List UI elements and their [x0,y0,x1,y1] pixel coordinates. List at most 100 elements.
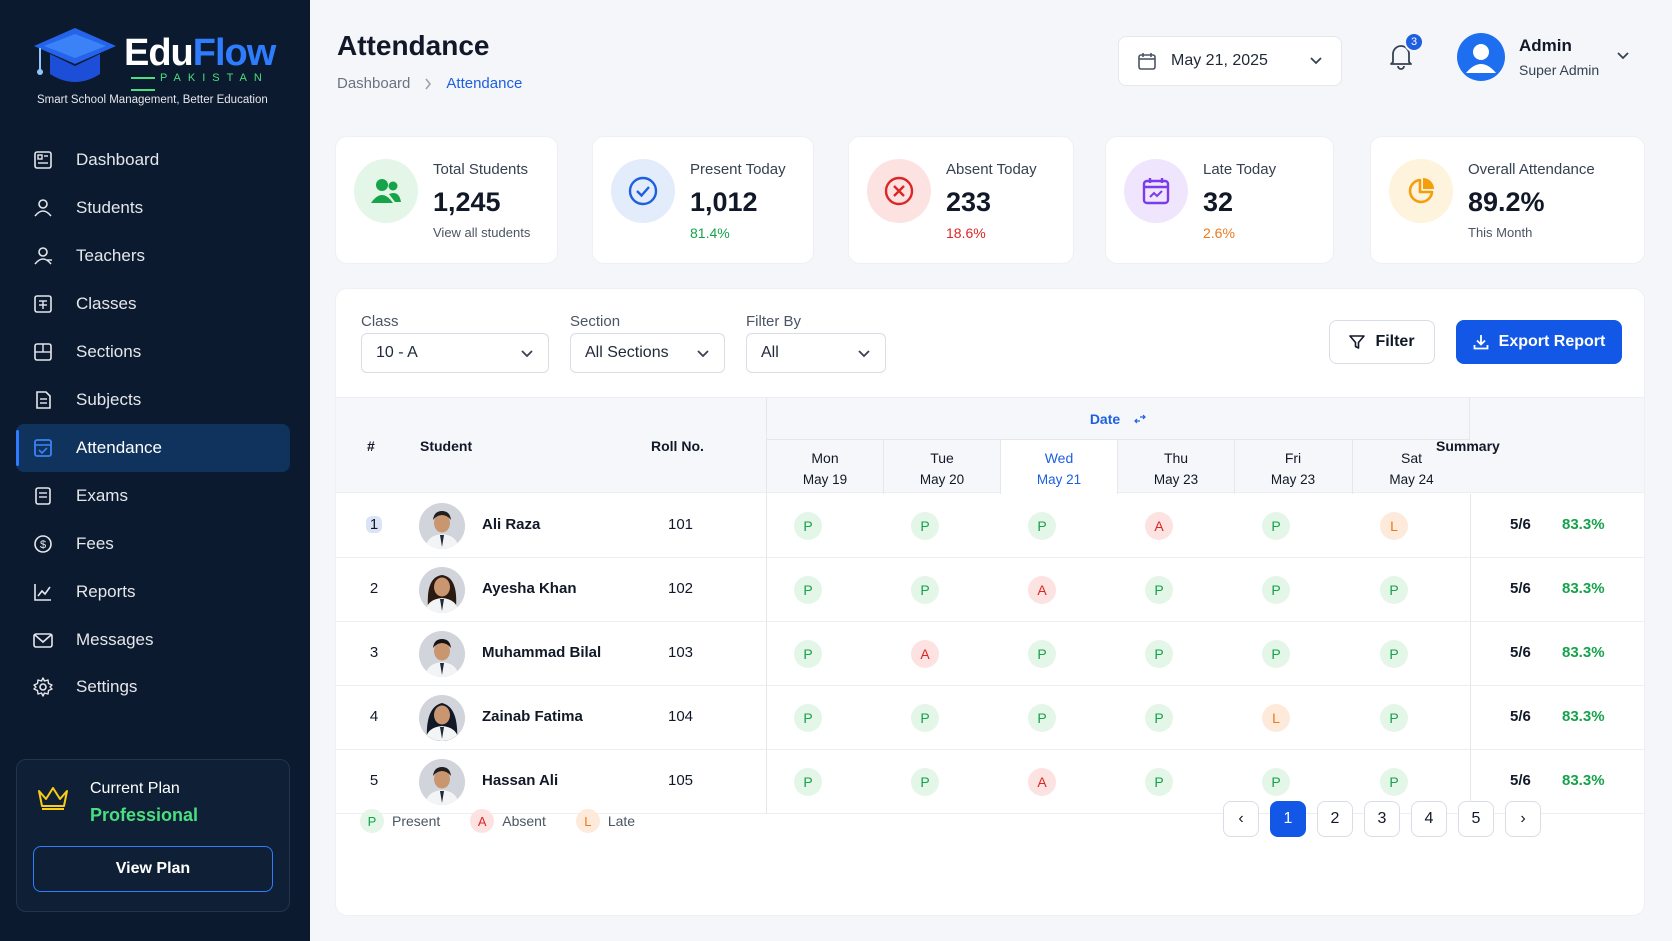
attendance-mark[interactable]: P [1262,576,1290,604]
sidebar-item-dashboard[interactable]: Dashboard [16,136,290,184]
next-page-button[interactable]: › [1505,801,1541,837]
stat-card-present-today[interactable]: Present Today 1,012 81.4% [592,136,814,264]
section-select[interactable]: All Sections [570,333,725,373]
sidebar-item-label: Messages [76,630,154,649]
attendance-mark[interactable]: P [1028,640,1056,668]
attendance-mark[interactable]: P [1262,512,1290,540]
sidebar-item-subjects[interactable]: Subjects [16,376,290,424]
attendance-mark[interactable]: P [794,768,822,796]
table-row[interactable]: 5 Hassan Ali 105 P P A P P P 5/6 83.3% [336,750,1644,814]
attendance-mark[interactable]: L [1262,704,1290,732]
sidebar-item-classes[interactable]: Classes [16,280,290,328]
attendance-mark[interactable]: A [911,640,939,668]
attendance-mark[interactable]: A [1145,512,1173,540]
notification-badge: 3 [1404,32,1424,52]
attendance-mark[interactable]: P [911,512,939,540]
day-name: Wed [1044,450,1074,466]
sidebar-item-sections[interactable]: Sections [16,328,290,376]
user-name[interactable]: Admin [1519,36,1572,55]
chevron-down-icon [858,350,870,358]
stat-card-late-today[interactable]: Late Today 32 2.6% [1105,136,1334,264]
table-row[interactable]: 4 Zainab Fatima 104 P P P P L P 5/6 83.3% [336,686,1644,750]
page-4-button[interactable]: 4 [1411,801,1447,837]
student-name[interactable]: Muhammad Bilal [482,644,602,661]
filter-button[interactable]: Filter [1329,320,1435,364]
stat-value: 233 [946,187,992,217]
date-picker[interactable]: May 21, 2025 [1118,36,1342,86]
view-plan-button[interactable]: View Plan [33,846,273,892]
attendance-mark[interactable]: P [1380,768,1408,796]
sidebar-item-reports[interactable]: Reports [16,568,290,616]
sidebar-item-settings[interactable]: Settings [16,663,290,711]
table-row[interactable]: 3 Muhammad Bilal 103 P A P P P P 5/6 83.3% [336,622,1644,686]
attendance-mark[interactable]: P [1262,768,1290,796]
prev-page-button[interactable]: ‹ [1223,801,1259,837]
attendance-mark[interactable]: P [794,640,822,668]
attendance-mark[interactable]: P [794,512,822,540]
teacher-icon [32,245,54,267]
table-row[interactable]: 1 Ali Raza 101 P P P A P L 5/6 83.3% [336,494,1644,558]
attendance-mark[interactable]: P [911,768,939,796]
sidebar-item-fees[interactable]: $ Fees [16,520,290,568]
student-name[interactable]: Ayesha Khan [482,580,577,597]
stat-sub[interactable]: View all students [433,225,531,240]
page-3-button[interactable]: 3 [1364,801,1400,837]
brand-name: EduFlow [124,32,276,74]
chevron-down-icon [521,350,533,358]
attendance-mark[interactable]: P [911,576,939,604]
page-2-button[interactable]: 2 [1317,801,1353,837]
sidebar-item-teachers[interactable]: Teachers [16,232,290,280]
attendance-mark[interactable]: P [1380,640,1408,668]
stat-card-total-students[interactable]: Total Students 1,245 View all students [335,136,558,264]
attendance-mark[interactable]: L [1380,512,1408,540]
attendance-mark[interactable]: P [1028,512,1056,540]
attendance-panel: Class 10 - A Section All Sections Filter… [335,288,1645,916]
brand-logo[interactable]: EduFlow PAKISTAN Smart School Management… [30,24,290,114]
table-row[interactable]: 2 Ayesha Khan 102 P P A P P P 5/6 83.3% [336,558,1644,622]
attendance-mark[interactable]: P [1145,768,1173,796]
filterby-select[interactable]: All [746,333,886,373]
attendance-mark[interactable]: P [1145,576,1173,604]
attendance-mark[interactable]: P [1380,704,1408,732]
attendance-mark[interactable]: P [794,704,822,732]
student-name[interactable]: Hassan Ali [482,772,559,789]
attendance-mark[interactable]: A [1028,576,1056,604]
chevron-down-icon[interactable] [1616,48,1630,62]
current-plan-card: Current Plan Professional View Plan [16,759,290,912]
attendance-mark[interactable]: P [1145,704,1173,732]
stat-card-absent-today[interactable]: Absent Today 233 18.6% [848,136,1074,264]
stat-sub: This Month [1468,225,1533,240]
attendance-mark[interactable]: P [1380,576,1408,604]
export-report-button[interactable]: Export Report [1456,320,1622,364]
attendance-mark[interactable]: P [911,704,939,732]
page-5-button[interactable]: 5 [1458,801,1494,837]
page-1-button[interactable]: 1 [1270,801,1306,837]
stat-card-overall-attendance[interactable]: Overall Attendance 89.2% This Month [1370,136,1645,264]
class-select[interactable]: 10 - A [361,333,549,373]
exams-icon [32,485,54,507]
x-circle-icon [867,159,931,223]
sidebar-item-exams[interactable]: Exams [16,472,290,520]
sidebar-item-students[interactable]: Students [16,184,290,232]
attendance-mark[interactable]: P [1145,640,1173,668]
attendance-mark[interactable]: P [1028,704,1056,732]
col-student[interactable]: Student [420,438,473,454]
sections-icon [32,341,54,363]
user-avatar[interactable] [1457,33,1505,81]
legend: P Present A Absent L Late [360,809,655,833]
col-date[interactable]: Date [766,398,1470,440]
attendance-mark[interactable]: P [794,576,822,604]
sidebar-item-label: Attendance [76,438,163,457]
breadcrumb: Dashboard Attendance [337,75,522,92]
attendance-mark[interactable]: A [1028,768,1056,796]
student-name[interactable]: Ali Raza [482,516,541,533]
student-name[interactable]: Zainab Fatima [482,708,583,725]
attendance-mark[interactable]: P [1262,640,1290,668]
user-role: Super Admin [1519,62,1600,78]
sidebar-item-label: Students [76,198,144,217]
table-header: # Student Roll No. Date Mon May 19 Tue May … [336,397,1644,494]
breadcrumb-dashboard[interactable]: Dashboard [337,75,411,92]
sidebar-item-attendance[interactable]: Attendance [16,424,290,472]
sidebar-item-messages[interactable]: Messages [16,616,290,664]
col-roll[interactable]: Roll No. [651,438,704,454]
